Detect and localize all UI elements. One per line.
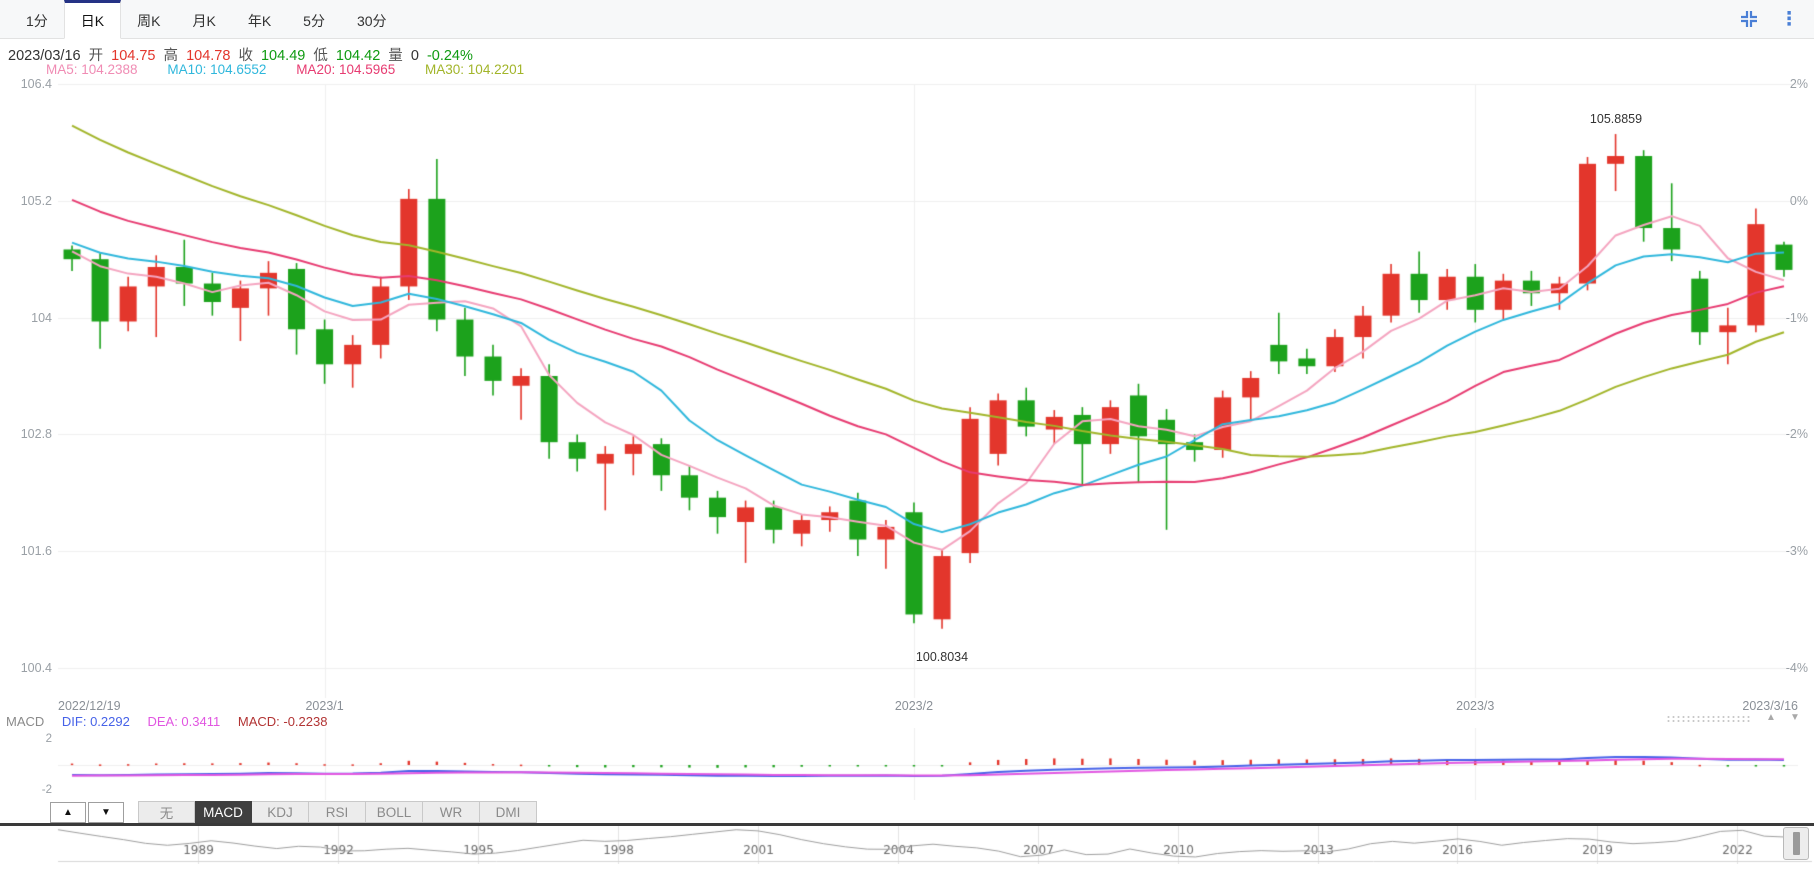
indicator-tab-rsi[interactable]: RSI — [309, 801, 366, 823]
price-axis-label: 102.8 — [20, 427, 52, 442]
indicator-tab-wr[interactable]: WR — [423, 801, 480, 823]
macd-name: MACD — [6, 714, 45, 729]
range-slider-handle[interactable] — [1783, 827, 1809, 860]
percent-axis-label: -3% — [1785, 544, 1808, 559]
indicator-tab-kdj[interactable]: KDJ — [252, 801, 309, 823]
percent-axis-label: -2% — [1785, 427, 1808, 442]
zoom-out-arrow-icon[interactable]: ▼ — [1790, 712, 1800, 723]
macd-dif-value: DIF: 0.2292 — [61, 714, 130, 729]
price-axis-label: 106.4 — [20, 77, 52, 91]
candlestick-chart[interactable] — [0, 0, 1814, 712]
price-axis-label: 105.2 — [20, 193, 52, 208]
macd-bar-value: MACD: -0.2238 — [237, 714, 328, 729]
indicator-tab-dmi[interactable]: DMI — [480, 801, 537, 823]
zoom-in-arrow-icon[interactable]: ▲ — [1766, 712, 1776, 723]
macd-dea-value: DEA: 0.3411 — [147, 714, 221, 729]
date-axis-label: 2023/1 — [305, 699, 344, 713]
indicator-tab-boll[interactable]: BOLL — [366, 801, 423, 823]
percent-axis-label: -1% — [1785, 310, 1808, 325]
date-axis-label: 2022/12/19 — [58, 699, 121, 713]
percent-axis-label: 2% — [1789, 77, 1808, 91]
high-annotation: 105.8859 — [1589, 112, 1643, 126]
price-axis-label: 104 — [31, 310, 52, 325]
percent-axis-label: -4% — [1785, 661, 1808, 675]
indicator-tab-none[interactable]: 无 — [138, 801, 195, 823]
low-annotation: 100.8034 — [915, 650, 969, 664]
macd-pane — [0, 728, 1814, 800]
date-axis-label: 2023/3/16 — [1742, 699, 1798, 713]
date-axis-label: 2023/2 — [894, 699, 934, 713]
macd-info-row: MACD DIF: 0.2292 DEA: 0.3411 MACD: -0.22… — [6, 714, 341, 729]
indicator-tabs: 无 MACD KDJ RSI BOLL WR DMI — [138, 801, 537, 823]
indicator-bar: ▲ ▼ 无 MACD KDJ RSI BOLL WR DMI — [0, 800, 1814, 823]
price-axis-label: 100.4 — [20, 661, 52, 675]
history-timeline-chart[interactable] — [0, 826, 1814, 864]
price-axis-label: 101.6 — [20, 544, 52, 559]
indicator-tab-macd[interactable]: MACD — [195, 801, 252, 823]
percent-axis-label: 0% — [1789, 193, 1808, 208]
date-axis-label: 2023/3 — [1456, 699, 1495, 713]
pane-up-button[interactable]: ▲ — [50, 802, 86, 823]
zoom-drag-bar[interactable] — [1666, 715, 1750, 724]
pane-down-button[interactable]: ▼ — [88, 802, 124, 823]
